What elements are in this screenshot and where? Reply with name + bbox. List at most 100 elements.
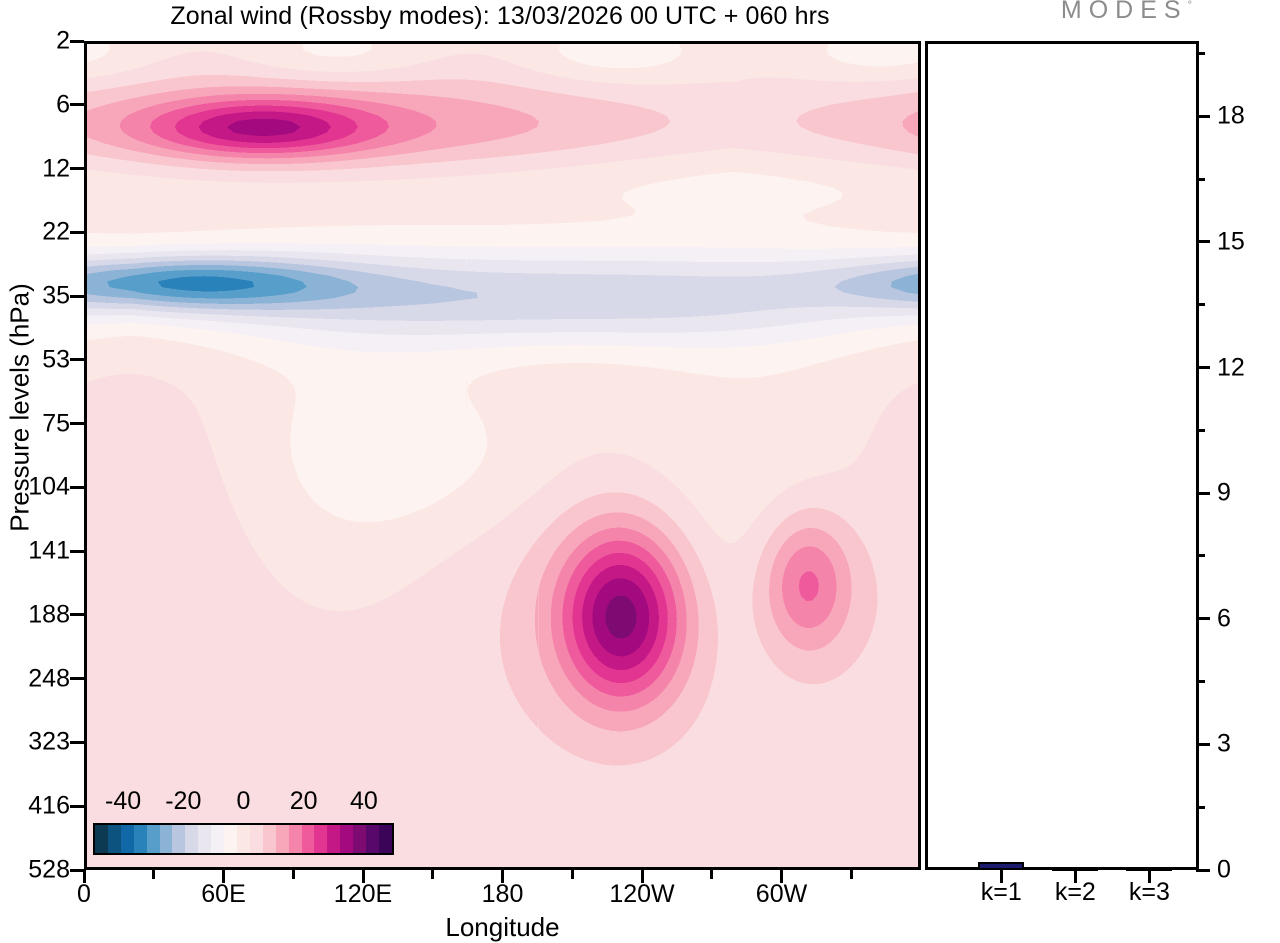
colorbar-swatch — [249, 825, 263, 853]
pressure-tick-label: 75 — [42, 409, 70, 438]
colorbar-swatch — [378, 825, 392, 853]
pressure-tick-mark — [70, 422, 84, 426]
contour-field — [87, 44, 918, 867]
longitude-tick-label: 120E — [333, 880, 393, 908]
energy-minor-tick — [1196, 428, 1205, 432]
colorbar-swatch — [185, 825, 199, 853]
pressure-tick-label: 2 — [56, 26, 70, 55]
energy-tick-label: 0 — [1217, 855, 1231, 884]
energy-tick-label: 18 — [1217, 101, 1245, 130]
colorbar-swatch — [198, 825, 212, 853]
colorbar-swatch — [159, 825, 173, 853]
energy-bar-tick — [999, 870, 1003, 883]
pressure-tick-mark — [70, 804, 84, 808]
energy-tick-label: 12 — [1217, 353, 1245, 382]
colorbar-tick-label: 0 — [236, 787, 251, 815]
energy-axis — [928, 44, 1196, 867]
energy-bar-tick — [1073, 870, 1077, 883]
longitude-tick-mark — [361, 870, 365, 883]
colorbar-swatch — [314, 825, 328, 853]
longitude-tick-mark — [82, 870, 86, 883]
colorbar-swatch — [120, 825, 134, 853]
colorbar-tick-label: 40 — [349, 787, 378, 815]
pressure-tick-label: 6 — [56, 90, 70, 119]
pressure-tick-label: 416 — [28, 791, 70, 820]
pressure-tick-mark — [70, 358, 84, 362]
colorbar-swatch — [236, 825, 250, 853]
watermark-mark: ° — [1187, 0, 1192, 12]
colorbar-swatch — [262, 825, 276, 853]
energy-tick-mark — [1196, 366, 1210, 370]
pressure-tick-mark — [70, 868, 84, 872]
pressure-tick-label: 35 — [42, 281, 70, 310]
energy-minor-tick — [1196, 303, 1205, 307]
energy-minor-tick — [1196, 554, 1205, 558]
pressure-tick-mark — [70, 740, 84, 744]
colorbar-swatch — [146, 825, 160, 853]
pressure-tick-label: 528 — [28, 855, 70, 884]
longitude-tick-label: 0 — [77, 880, 91, 908]
colorbar-swatch — [288, 825, 302, 853]
longitude-tick-mark — [222, 870, 225, 883]
x-axis-title: Longitude — [445, 912, 560, 942]
colorbar-swatch — [133, 825, 147, 853]
colorbar-swatch — [107, 825, 121, 853]
colorbar-swatch — [95, 825, 108, 853]
energy-bar-tick — [1147, 870, 1151, 883]
colorbar-tick-label: 20 — [289, 787, 318, 815]
energy-bar-label: k=2 — [1054, 878, 1096, 906]
longitude-minor-tick — [570, 870, 574, 879]
energy-tick-label: 9 — [1217, 478, 1231, 507]
energy-tick-mark — [1196, 240, 1210, 244]
pressure-tick-label: 248 — [28, 664, 70, 693]
longitude-minor-tick — [849, 870, 853, 879]
energy-bar — [978, 862, 1025, 870]
colorbar-group: -40 -20 0 20 40 — [93, 787, 394, 855]
pressure-tick-label: 141 — [28, 536, 70, 565]
colorbar-swatch — [275, 825, 289, 853]
pressure-tick-label: 22 — [42, 217, 70, 246]
colorbar-swatch — [353, 825, 367, 853]
energy-tick-mark — [1196, 491, 1210, 495]
colorbar-swatch — [301, 825, 315, 853]
energy-minor-tick — [1196, 52, 1205, 56]
longitude-tick-label: 120W — [609, 880, 675, 908]
colorbar-swatch — [327, 825, 341, 853]
energy-tick-label: 3 — [1217, 729, 1231, 758]
longitude-tick-label: 60W — [755, 880, 808, 908]
longitude-tick-label: 60E — [201, 880, 246, 908]
energy-bar-label: k=3 — [1128, 878, 1170, 906]
pressure-tick-mark — [70, 294, 84, 298]
pressure-tick-mark — [70, 39, 84, 43]
longitude-tick-mark — [780, 870, 783, 883]
longitude-minor-tick — [152, 870, 156, 879]
colorbar — [93, 823, 394, 855]
colorbar-tick-label: -20 — [165, 787, 202, 815]
colorbar-swatch — [224, 825, 237, 853]
colorbar-swatch — [340, 825, 354, 853]
pressure-tick-label: 188 — [28, 600, 70, 629]
pressure-tick-mark — [70, 103, 84, 107]
pressure-tick-mark — [70, 613, 84, 617]
pressure-tick-label: 53 — [42, 345, 70, 374]
energy-minor-tick — [1196, 805, 1205, 809]
longitude-minor-tick — [431, 870, 435, 879]
pressure-tick-mark — [70, 677, 84, 681]
page-title: Zonal wind (Rossby modes): 13/03/2026 00… — [170, 2, 830, 30]
watermark-text: MODES — [1060, 0, 1188, 24]
pressure-tick-mark — [70, 167, 84, 171]
energy-tick-label: 15 — [1217, 227, 1245, 256]
colorbar-swatch — [211, 825, 225, 853]
colorbar-swatch — [366, 825, 379, 853]
energy-minor-tick — [1196, 680, 1205, 684]
colorbar-swatch — [172, 825, 186, 853]
energy-tick-mark — [1196, 617, 1210, 621]
pressure-tick-label: 104 — [28, 472, 70, 501]
modes-watermark: MODES° — [1061, 0, 1192, 25]
energy-tick-mark — [1196, 742, 1210, 746]
longitude-tick-mark — [501, 870, 504, 883]
energy-bar-panel — [925, 41, 1199, 870]
colorbar-tick-label: -40 — [105, 787, 142, 815]
longitude-tick-mark — [640, 870, 644, 883]
